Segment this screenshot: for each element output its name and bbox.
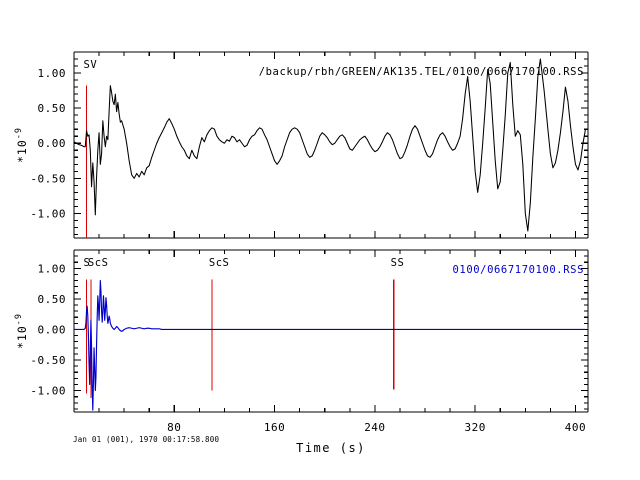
- phase-label-S: S: [84, 257, 91, 269]
- x-tick-label: 80: [167, 421, 181, 434]
- y-tick-label: 0.00: [38, 323, 67, 336]
- y-tick-label: -0.50: [30, 354, 66, 367]
- y-axis-unit-label: *10-9: [14, 313, 29, 349]
- y-tick-label: -1.00: [30, 385, 66, 398]
- x-tick-label: 400: [565, 421, 586, 434]
- phase-label-SS: SS: [391, 257, 405, 269]
- y-tick-label: 0.00: [38, 137, 67, 150]
- phase-label-ScS: ScS: [209, 257, 229, 269]
- file-label-observed: /backup/rbh/GREEN/AK135.TEL/0100/0667170…: [259, 66, 584, 78]
- y-tick-label: -0.50: [30, 172, 66, 185]
- y-axis-unit-base: *10-9: [14, 313, 29, 349]
- y-tick-label: 1.00: [38, 262, 67, 275]
- phase-label-SV: SV: [84, 59, 98, 71]
- file-label-synthetic: 0100/0667170100.RSS: [452, 264, 584, 276]
- x-axis-labels: 80 160 240 320 400 Time (s) Jan 01 (001), 1970…: [73, 421, 586, 455]
- y-axis-unit-label: *10-9: [14, 127, 29, 163]
- y-tick-label: 0.50: [38, 102, 67, 115]
- y-axis-unit-exponent: -9: [14, 127, 24, 139]
- x-tick-label: 160: [264, 421, 285, 434]
- y-tick-label: 1.00: [38, 67, 67, 80]
- y-tick-label: -1.00: [30, 207, 66, 220]
- panel-observed: 1.00 0.50 0.00 -0.50 -1.00/backup/rbh/GREEN/…: [14, 51, 589, 239]
- x-tick-label: 320: [464, 421, 485, 434]
- x-axis-title: Time (s): [296, 441, 366, 455]
- x-tick-label: 240: [364, 421, 385, 434]
- y-axis-unit-base: *10-9: [14, 127, 29, 163]
- start-time-stamp: Jan 01 (001), 1970 00:17:58.800: [73, 435, 219, 444]
- y-tick-label: 0.50: [38, 293, 67, 306]
- y-axis-unit-exponent: -9: [14, 313, 24, 325]
- trace-observed: [73, 58, 587, 232]
- phase-label-ScS: ScS: [88, 257, 108, 269]
- trace-synthetic: [73, 279, 587, 411]
- panel-synthetic: 1.00 0.50 0.00 -0.50 -1.00 0100/0667170100.RS…: [14, 249, 589, 413]
